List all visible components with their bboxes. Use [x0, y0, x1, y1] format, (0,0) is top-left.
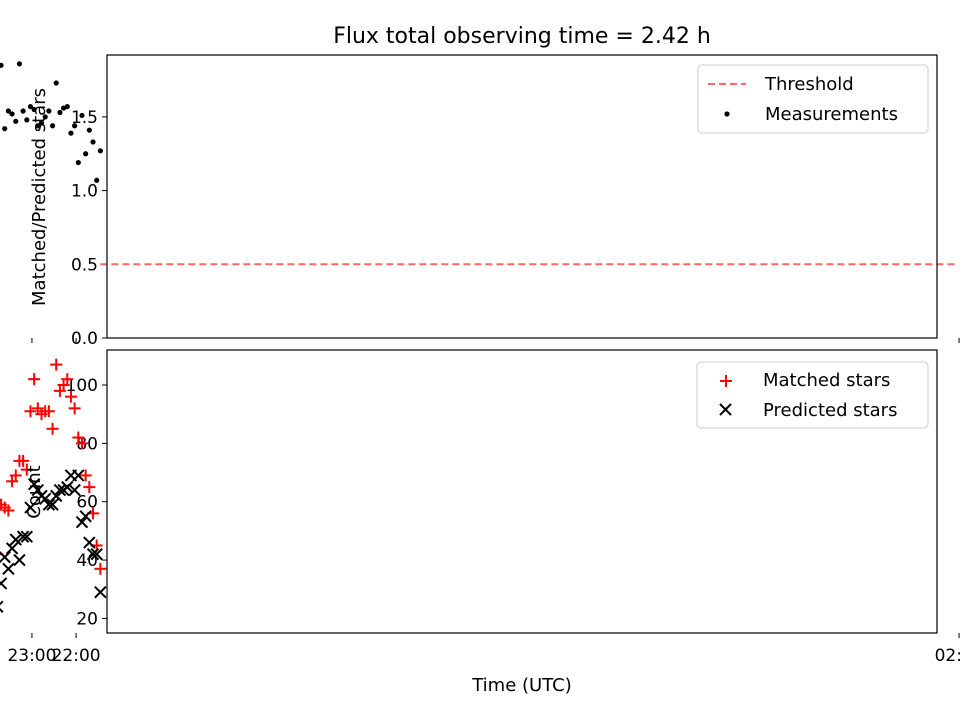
- predicted-star-point: [0, 550, 11, 564]
- x-axis-label: Time (UTC): [471, 675, 572, 696]
- measurement-point: [5, 108, 12, 114]
- predicted-star-point: [46, 498, 59, 511]
- predicted-star-point: [13, 553, 26, 567]
- measurement-point: [2, 126, 8, 132]
- measurement-point: [90, 139, 96, 145]
- predicted-star-point: [94, 585, 107, 599]
- predicted-star-point: [0, 577, 8, 590]
- legend-measurement-swatch: [724, 111, 730, 117]
- predicted-star-point: [2, 562, 15, 576]
- predicted-star-point: [79, 510, 92, 523]
- measurement-point: [27, 103, 34, 110]
- measurement-point: [9, 111, 15, 117]
- predicted-star-point: [24, 501, 37, 514]
- predicted-star-point: [90, 548, 103, 561]
- top-ytick-label: 1.0: [71, 182, 98, 202]
- predicted-star-point: [35, 489, 48, 503]
- measurement-point: [94, 177, 100, 183]
- bottom-legend: Matched stars Predicted stars: [696, 361, 929, 429]
- predicted-star-point: [86, 548, 100, 561]
- top-ytick-label: 0.0: [71, 329, 98, 349]
- measurement-point: [24, 117, 30, 123]
- legend-predicted-label: Predicted stars: [763, 400, 897, 421]
- legend-matched-swatch: [720, 375, 732, 387]
- measurement-point: [13, 118, 19, 124]
- matched-star-point: [83, 481, 96, 494]
- matched-star-point: [28, 373, 41, 386]
- measurement-point: [35, 123, 41, 129]
- matched-star-point: [31, 402, 44, 415]
- predicted-star-point: [83, 536, 96, 549]
- top-ytick-label: 0.5: [71, 255, 98, 275]
- measurement-point: [57, 109, 63, 116]
- matched-star-point: [72, 431, 85, 444]
- measurement-point: [38, 120, 45, 126]
- legend-matched-label: Matched stars: [763, 370, 890, 391]
- matched-star-point: [64, 390, 77, 403]
- predicted-star-point: [53, 483, 67, 497]
- matched-star-point: [20, 463, 33, 476]
- top-panel: 0.0 0.5 1.0 1.5 Matched/Predicted stars Thr…: [0, 54, 960, 349]
- measurement-point: [60, 105, 67, 111]
- measurement-point: [53, 80, 59, 86]
- bottom-xtick-label: 23:00: [7, 646, 56, 666]
- matched-star-point: [6, 475, 19, 488]
- predicted-star-point: [75, 515, 89, 529]
- measurement-point: [49, 123, 56, 129]
- matched-star-point: [79, 469, 92, 482]
- bottom-ylabel: Count: [24, 465, 45, 518]
- top-ylabel: Matched/Predicted stars: [29, 88, 50, 306]
- bottom-ytick-label: 20: [76, 609, 98, 629]
- measurement-point: [83, 151, 89, 157]
- measurement-point: [31, 106, 37, 113]
- measurement-point: [42, 114, 48, 120]
- measurement-point: [0, 62, 4, 68]
- matched-star-point: [0, 498, 8, 511]
- predicted-star-point: [0, 600, 4, 613]
- measurement-point: [72, 123, 78, 129]
- top-axes-frame: [106, 54, 938, 339]
- matched-star-point: [46, 422, 59, 435]
- predicted-star-point: [27, 477, 41, 491]
- bottom-axes-frame: [106, 349, 938, 634]
- measurement-point: [46, 108, 52, 114]
- legend-measurement-label: Measurements: [765, 104, 898, 125]
- matched-star-point: [53, 384, 66, 397]
- predicted-star-point: [57, 483, 70, 497]
- predicted-star-point: [31, 483, 45, 497]
- bottom-xtick-label: 02:00: [935, 646, 960, 666]
- legend-predicted-swatch: [719, 403, 732, 416]
- matched-star-point: [13, 454, 26, 467]
- matched-star-point: [94, 562, 107, 575]
- matched-star-point: [68, 402, 81, 415]
- measurement-point: [79, 112, 85, 119]
- predicted-star-point: [68, 483, 81, 497]
- bottom-ytick-label: 100: [66, 376, 98, 396]
- top-legend: Threshold Measurements: [697, 64, 929, 134]
- legend-threshold-label: Threshold: [764, 74, 854, 95]
- measurement-point: [20, 108, 26, 114]
- measurement-point: [75, 159, 81, 166]
- predicted-star-point: [9, 533, 22, 546]
- measurement-point: [97, 148, 103, 154]
- predicted-star-point: [64, 469, 78, 482]
- predicted-star-point: [20, 530, 34, 543]
- matched-star-point: [24, 405, 37, 418]
- chart-title: Flux total observing time = 2.42 h: [333, 24, 711, 49]
- measurement-point: [86, 127, 92, 133]
- predicted-star-point: [16, 530, 30, 543]
- top-ytick-label: 1.5: [71, 108, 98, 128]
- measurement-point: [68, 130, 74, 136]
- measurement-point: [16, 61, 23, 67]
- bottom-xtick-label: 22:00: [52, 646, 101, 666]
- matched-star-point: [50, 358, 63, 371]
